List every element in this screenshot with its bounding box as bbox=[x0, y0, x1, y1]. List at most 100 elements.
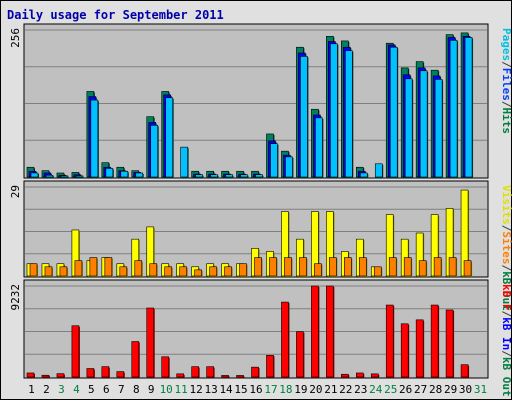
x-tick-label-1: 1 bbox=[28, 383, 35, 396]
x-tick-label-13: 13 bbox=[204, 383, 217, 396]
legend-kb-in: kB In bbox=[500, 317, 512, 350]
bar-pages-day-14 bbox=[225, 174, 233, 178]
x-tick-label-31: 31 bbox=[474, 383, 487, 396]
bar-pages-day-20 bbox=[315, 117, 323, 178]
bar-pages-day-6 bbox=[105, 168, 114, 178]
bar-pages-day-27 bbox=[419, 70, 428, 178]
bar-pages-day-24 bbox=[374, 163, 383, 178]
bar-kb-f-day-29 bbox=[445, 309, 454, 378]
bar-sites-day-16 bbox=[254, 257, 262, 277]
bar-pages-day-11 bbox=[180, 146, 188, 178]
bar-sites-day-8 bbox=[134, 260, 143, 277]
bar-sites-day-13 bbox=[209, 266, 217, 277]
bar-kb-f-day-8 bbox=[131, 341, 140, 378]
bar-sites-day-11 bbox=[179, 266, 187, 277]
bar-pages-day-5 bbox=[90, 99, 99, 178]
bar-pages-day-10 bbox=[165, 97, 174, 178]
bar-sites-day-3 bbox=[59, 266, 68, 277]
bar-kb-f-day-21 bbox=[326, 285, 334, 378]
chart-title: Daily usage for September 2011 bbox=[7, 8, 224, 22]
bar-sites-day-7 bbox=[119, 266, 128, 277]
bar-pages-day-22 bbox=[345, 50, 353, 178]
bar-pages-day-16 bbox=[255, 174, 263, 178]
bar-kb-f-day-12 bbox=[191, 366, 199, 378]
bar-sites-day-12 bbox=[194, 269, 202, 277]
bar-sites-day-2 bbox=[44, 266, 53, 277]
y-max-label: 9232 bbox=[9, 284, 22, 311]
bar-kb-f-day-27 bbox=[415, 319, 424, 378]
bar-kb-f-day-13 bbox=[206, 366, 214, 378]
legend-sites: Sites bbox=[500, 231, 512, 264]
bar-kb-f-day-10 bbox=[161, 356, 170, 378]
bar-kb-f-day-18 bbox=[281, 301, 289, 378]
legend-separator: / bbox=[500, 101, 512, 108]
x-tick-label-14: 14 bbox=[219, 383, 233, 396]
x-tick-label-27: 27 bbox=[414, 383, 427, 396]
bar-sites-day-15 bbox=[239, 263, 247, 277]
x-tick-label-5: 5 bbox=[88, 383, 95, 396]
bar-sites-day-24 bbox=[373, 266, 382, 277]
bar-kb-f-day-14 bbox=[221, 375, 229, 378]
x-tick-label-25: 25 bbox=[384, 383, 397, 396]
bar-kb-f-day-17 bbox=[266, 355, 274, 378]
legend-kb-f: kB F bbox=[500, 284, 512, 311]
x-tick-label-26: 26 bbox=[399, 383, 412, 396]
bar-sites-day-25 bbox=[388, 257, 397, 277]
legend: Pages/Files/Hits bbox=[500, 28, 512, 134]
bar-sites-day-5 bbox=[89, 257, 98, 277]
x-tick-label-22: 22 bbox=[339, 383, 352, 396]
x-axis-labels: 1 2 3 4 5 6 7 8 9 10 11 12 13 14 15 16 17 18 19 20 21 22 23 24 2… bbox=[28, 383, 487, 396]
bar-sites-day-14 bbox=[224, 266, 232, 277]
bar-kb-f-day-4 bbox=[71, 325, 80, 378]
bar-pages-day-21 bbox=[330, 43, 338, 178]
panel-1: 256 Pages/Files/Hits bbox=[9, 23, 512, 179]
bar-pages-day-17 bbox=[270, 143, 278, 178]
legend-separator: / bbox=[500, 350, 512, 357]
bar-kb-f-day-11 bbox=[176, 373, 184, 378]
x-tick-label-4: 4 bbox=[73, 383, 80, 396]
bar-sites-day-4 bbox=[74, 260, 83, 277]
y-max-label: 29 bbox=[9, 185, 22, 198]
x-tick-label-24: 24 bbox=[369, 383, 383, 396]
legend-visits: Visits bbox=[500, 185, 512, 225]
x-tick-label-28: 28 bbox=[429, 383, 442, 396]
legend-files: Files bbox=[500, 68, 512, 101]
x-tick-label-18: 18 bbox=[279, 383, 292, 396]
bar-kb-f-day-28 bbox=[430, 304, 439, 378]
panel-background bbox=[23, 279, 489, 379]
bar-pages-day-19 bbox=[300, 56, 308, 178]
x-tick-label-8: 8 bbox=[133, 383, 140, 396]
x-tick-label-7: 7 bbox=[118, 383, 125, 396]
bar-kb-f-day-15 bbox=[236, 375, 244, 378]
bar-pages-day-12 bbox=[195, 174, 203, 178]
bar-kb-f-day-25 bbox=[385, 304, 394, 378]
bar-kb-f-day-26 bbox=[400, 323, 409, 378]
x-tick-label-23: 23 bbox=[354, 383, 367, 396]
bar-pages-day-4 bbox=[75, 175, 84, 178]
x-tick-label-21: 21 bbox=[324, 383, 337, 396]
bar-pages-day-28 bbox=[434, 79, 443, 178]
bar-sites-day-29 bbox=[448, 257, 457, 277]
bar-kb-f-day-7 bbox=[116, 371, 125, 378]
bar-pages-day-13 bbox=[210, 174, 218, 178]
bar-pages-day-7 bbox=[120, 170, 129, 178]
legend: Visits/Sites/kB Out bbox=[500, 185, 512, 311]
x-tick-label-11: 11 bbox=[175, 383, 188, 396]
bar-sites-day-9 bbox=[149, 263, 158, 277]
legend: kB F/kB In/kB Out bbox=[500, 284, 512, 397]
bar-sites-day-22 bbox=[344, 257, 352, 277]
bar-sites-day-10 bbox=[164, 266, 173, 277]
bar-kb-f-day-16 bbox=[251, 366, 259, 378]
legend-separator: / bbox=[500, 311, 512, 318]
bar-pages-day-2 bbox=[45, 174, 54, 178]
bar-kb-f-day-24 bbox=[370, 373, 379, 378]
bar-sites-day-17 bbox=[269, 257, 277, 277]
bar-kb-f-day-1 bbox=[26, 372, 35, 378]
bar-pages-day-18 bbox=[285, 156, 293, 178]
bar-sites-day-19 bbox=[299, 257, 307, 277]
bar-sites-day-20 bbox=[314, 263, 322, 277]
bar-sites-day-21 bbox=[329, 257, 337, 277]
bar-pages-day-8 bbox=[135, 172, 144, 178]
x-tick-label-2: 2 bbox=[43, 383, 50, 396]
legend-separator: / bbox=[500, 61, 512, 68]
